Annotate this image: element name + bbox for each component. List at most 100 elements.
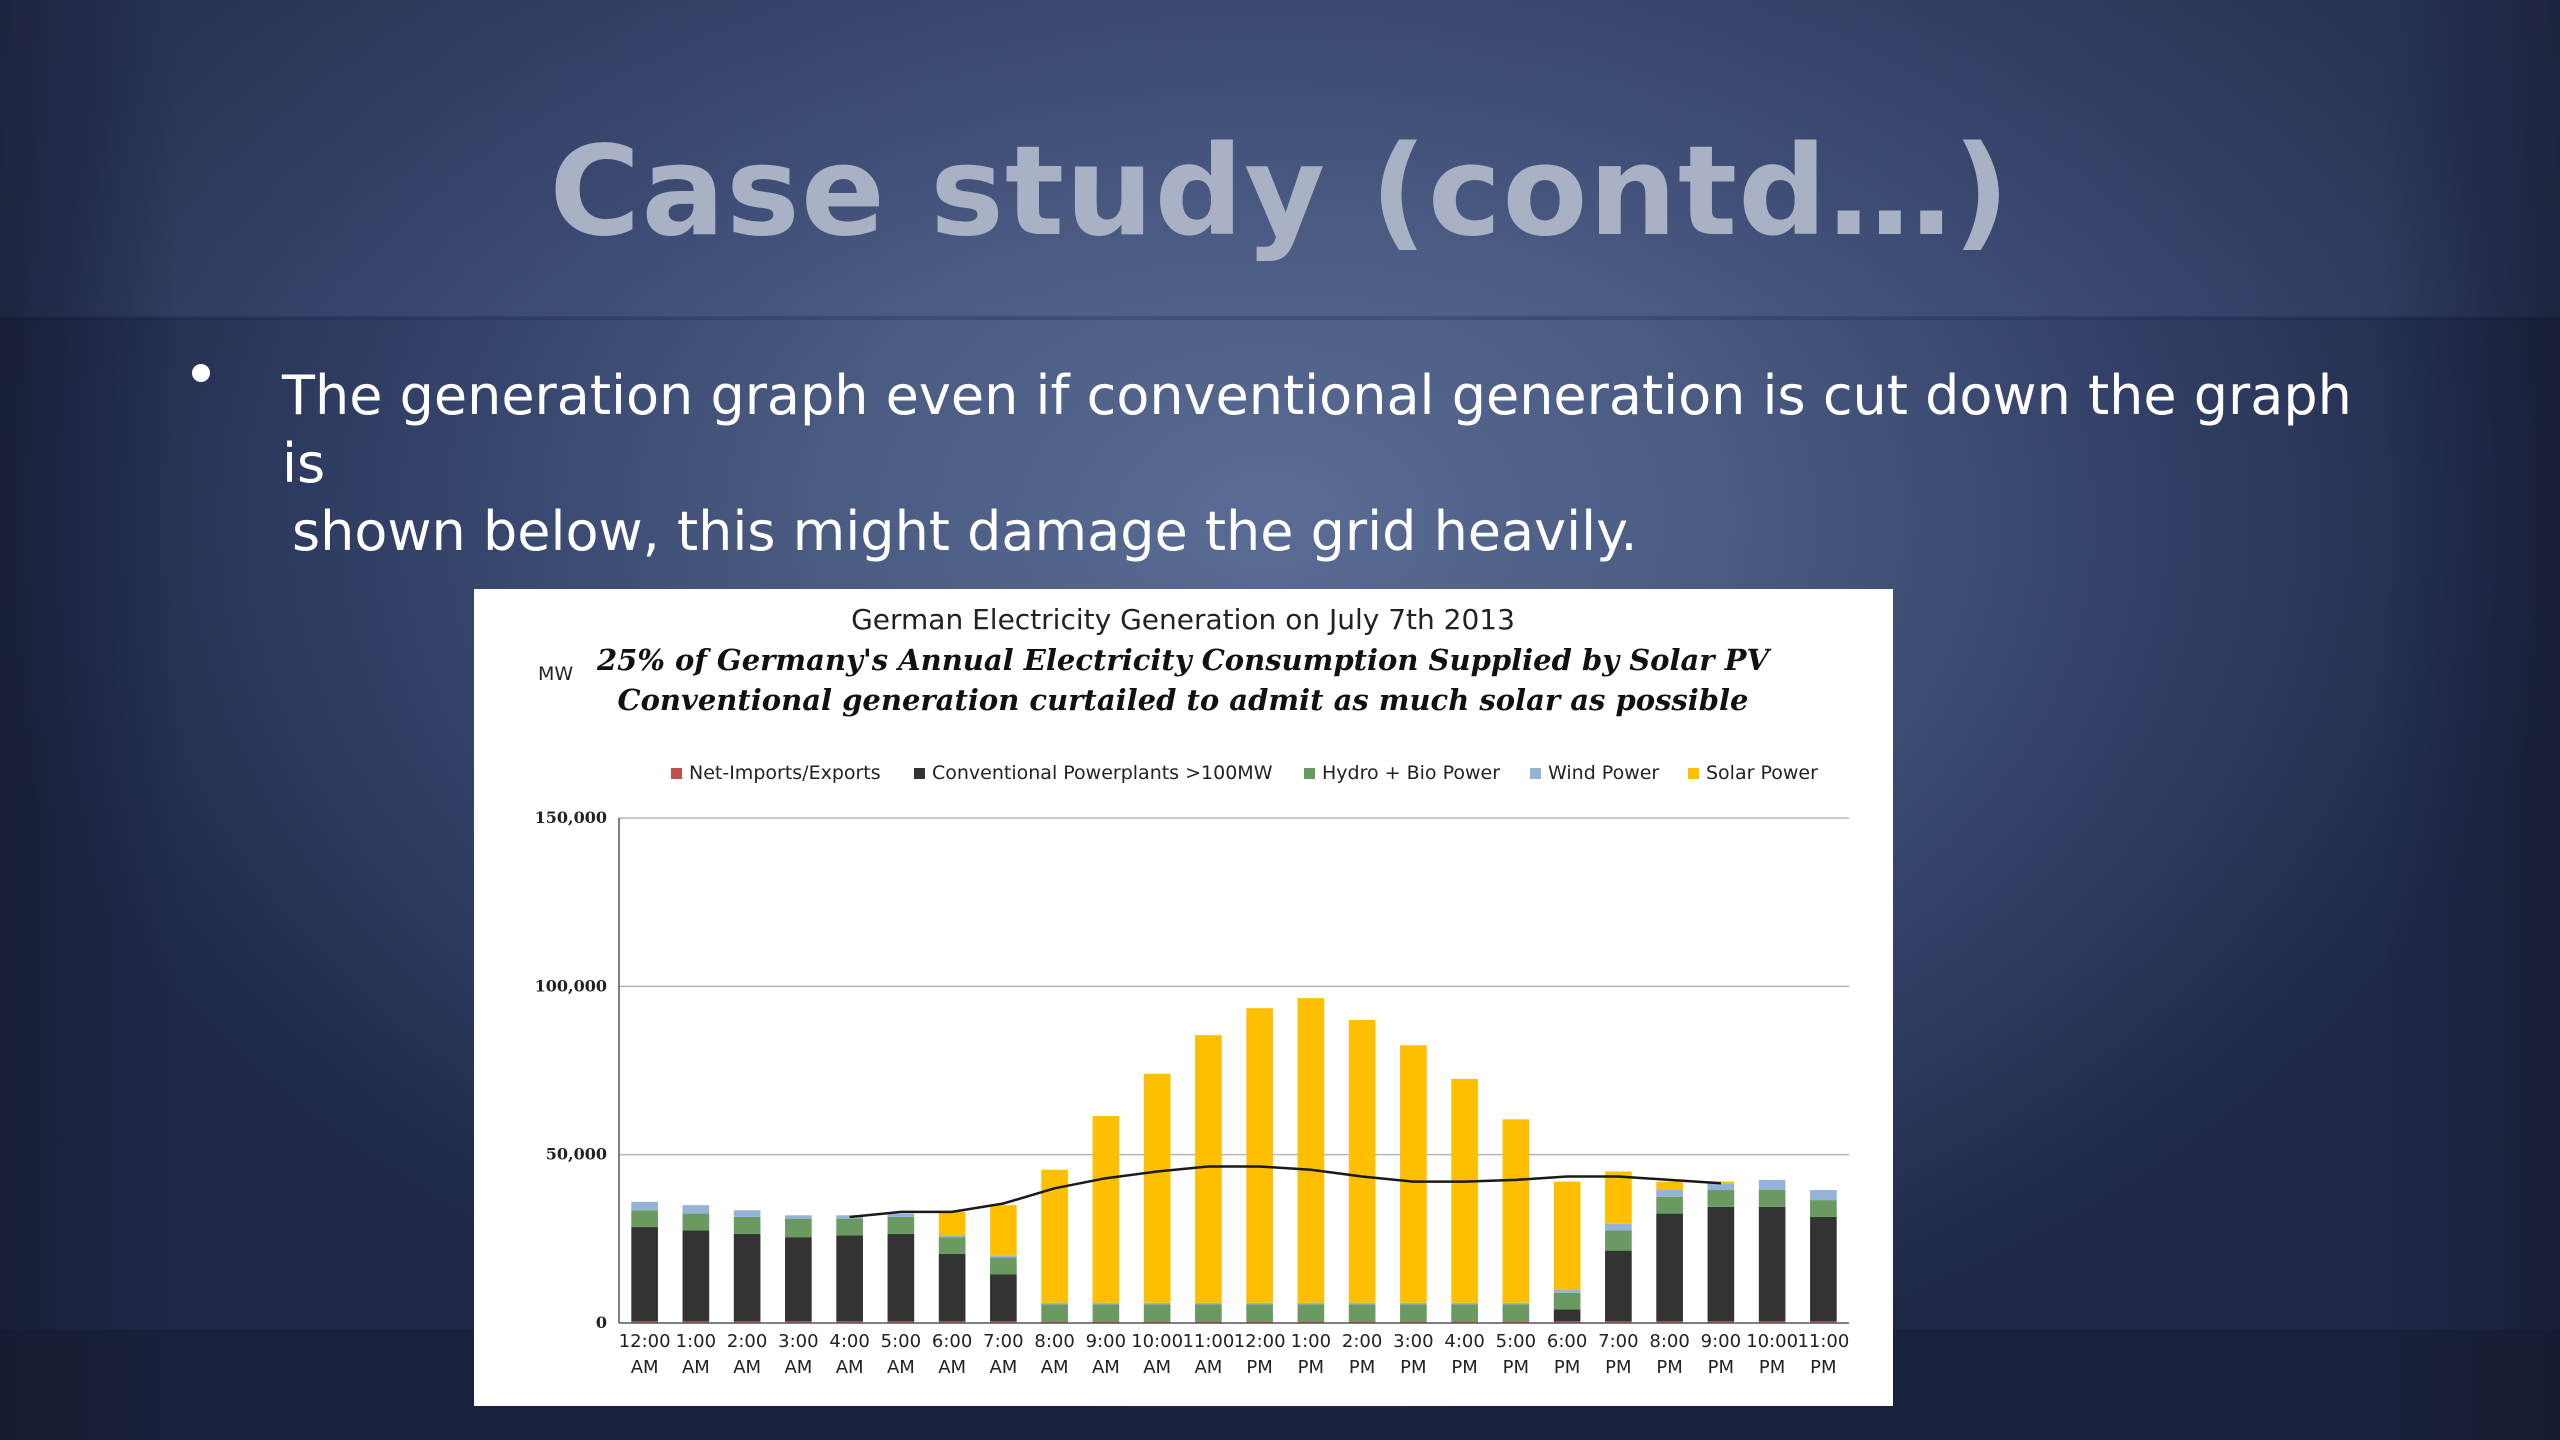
- band-divider: [0, 316, 2560, 320]
- x-tick-label: 2:00: [727, 1331, 767, 1352]
- right-vignette: [2380, 0, 2560, 1440]
- x-tick-label: AM: [887, 1357, 915, 1378]
- bar-segment: [1810, 1190, 1837, 1201]
- bar-segment: [682, 1321, 710, 1323]
- x-tick-label: 5:00: [881, 1331, 921, 1352]
- x-tick-label: AM: [938, 1357, 966, 1378]
- bar-segment: [1092, 1302, 1120, 1305]
- x-tick-label: 4:00: [1444, 1331, 1484, 1352]
- bar-segment: [631, 1321, 658, 1323]
- x-tick-label: 1:00: [1291, 1331, 1331, 1352]
- x-tick-label: PM: [1246, 1357, 1272, 1378]
- x-tick-label: 11:00: [1182, 1331, 1234, 1352]
- bar-segment: [1297, 1321, 1325, 1323]
- bar-segment: [1041, 1302, 1068, 1305]
- x-tick-label: 9:00: [1701, 1331, 1741, 1352]
- x-tick-label: AM: [1041, 1357, 1069, 1378]
- bar-segment: [1400, 1321, 1427, 1323]
- bar-segment: [1707, 1190, 1735, 1207]
- bar-segment: [1553, 1309, 1581, 1322]
- bar-segment: [1143, 1073, 1171, 1303]
- bar-segment: [836, 1321, 863, 1323]
- bar-segment: [938, 1321, 966, 1323]
- bar-segment: [1553, 1181, 1581, 1290]
- demand-line: [849, 1165, 1721, 1219]
- x-tick-label: AM: [631, 1357, 659, 1378]
- bar-segment: [1707, 1321, 1735, 1323]
- x-tick-label: PM: [1605, 1357, 1631, 1378]
- bar-segment: [1041, 1321, 1068, 1323]
- chart-gridlines: [619, 817, 1849, 1156]
- legend-label: Net-Imports/Exports: [689, 762, 881, 784]
- x-tick-label: AM: [836, 1357, 864, 1378]
- bar-segment: [1605, 1230, 1632, 1251]
- chart-axes: 150,000 100,000 50,000 0 12:00 AM 1:00 AM 2:00 AM…: [535, 808, 1850, 1378]
- bar-segment: [1246, 1008, 1273, 1303]
- bar-segment: [1041, 1304, 1068, 1322]
- bar-segment: [1605, 1321, 1632, 1323]
- bar-segment: [1502, 1119, 1530, 1303]
- bar-segment: [1143, 1321, 1171, 1323]
- x-tick-label: 7:00: [983, 1331, 1023, 1352]
- x-tick-label: AM: [682, 1357, 710, 1378]
- chart-legend: Net-Imports/Exports Conventional Powerpla…: [671, 762, 1818, 784]
- x-tick-label: PM: [1451, 1357, 1477, 1378]
- x-tick-label: PM: [1503, 1357, 1529, 1378]
- legend-label: Solar Power: [1706, 762, 1818, 784]
- x-tick-label: AM: [733, 1357, 761, 1378]
- x-tick-label: 12:00: [619, 1331, 671, 1352]
- bar-segment: [1092, 1115, 1120, 1303]
- bar-segment: [887, 1213, 915, 1217]
- bar-segment: [836, 1235, 863, 1322]
- generation-chart: German Electricity Generation on July 7t…: [535, 603, 1850, 1378]
- bar-segment: [1246, 1302, 1273, 1305]
- bar-segment: [1451, 1302, 1478, 1305]
- bar-segment: [631, 1201, 658, 1211]
- bar-segment: [1348, 1302, 1376, 1305]
- x-tick-label: AM: [1092, 1357, 1120, 1378]
- bar-segment: [733, 1233, 761, 1322]
- chart-subtitle-2: Conventional generation curtailed to adm…: [618, 683, 1749, 717]
- bar-segment: [1195, 1302, 1222, 1305]
- bar-segment: [990, 1255, 1017, 1258]
- x-tick-label: PM: [1656, 1357, 1682, 1378]
- bar-segment: [1553, 1289, 1581, 1293]
- bar-segment: [1451, 1321, 1478, 1323]
- bar-segment: [682, 1213, 710, 1231]
- x-tick-label: AM: [1143, 1357, 1171, 1378]
- bar-segment: [1451, 1304, 1478, 1322]
- bar-segment: [938, 1235, 966, 1238]
- chart-bars: [631, 998, 1837, 1323]
- x-tick-label: 12:00: [1234, 1331, 1286, 1352]
- bar-segment: [1605, 1171, 1632, 1224]
- bar-segment: [1707, 1183, 1735, 1191]
- bar-segment: [1400, 1045, 1427, 1303]
- bar-segment: [1553, 1292, 1581, 1310]
- bar-segment: [1758, 1190, 1786, 1207]
- chart-image: German Electricity Generation on July 7t…: [474, 589, 1893, 1406]
- bar-segment: [1297, 1302, 1325, 1305]
- bar-segment: [1348, 1321, 1376, 1323]
- bar-segment: [1348, 1304, 1376, 1322]
- x-tick-label: 10:00: [1131, 1331, 1183, 1352]
- bar-segment: [682, 1230, 710, 1322]
- x-tick-label: PM: [1349, 1357, 1375, 1378]
- y-tick-label: 50,000: [546, 1145, 607, 1164]
- bar-segment: [1810, 1200, 1837, 1217]
- bar-segment: [1656, 1181, 1683, 1191]
- legend-swatch: [1688, 768, 1699, 779]
- bar-segment: [1758, 1206, 1786, 1322]
- x-tick-label: PM: [1298, 1357, 1324, 1378]
- bar-segment: [1502, 1321, 1530, 1323]
- bar-segment: [1246, 1304, 1273, 1322]
- bar-segment: [785, 1321, 812, 1323]
- x-tick-label: 3:00: [1393, 1331, 1433, 1352]
- bar-segment: [1502, 1304, 1530, 1322]
- x-tick-label: PM: [1400, 1357, 1426, 1378]
- bar-segment: [938, 1211, 966, 1236]
- bar-segment: [1451, 1078, 1478, 1303]
- chart-title: German Electricity Generation on July 7t…: [851, 603, 1515, 636]
- bullet-text-line2: shown below, this might damage the grid …: [292, 500, 1638, 563]
- x-tick-label: 6:00: [932, 1331, 972, 1352]
- bar-segment: [733, 1321, 761, 1323]
